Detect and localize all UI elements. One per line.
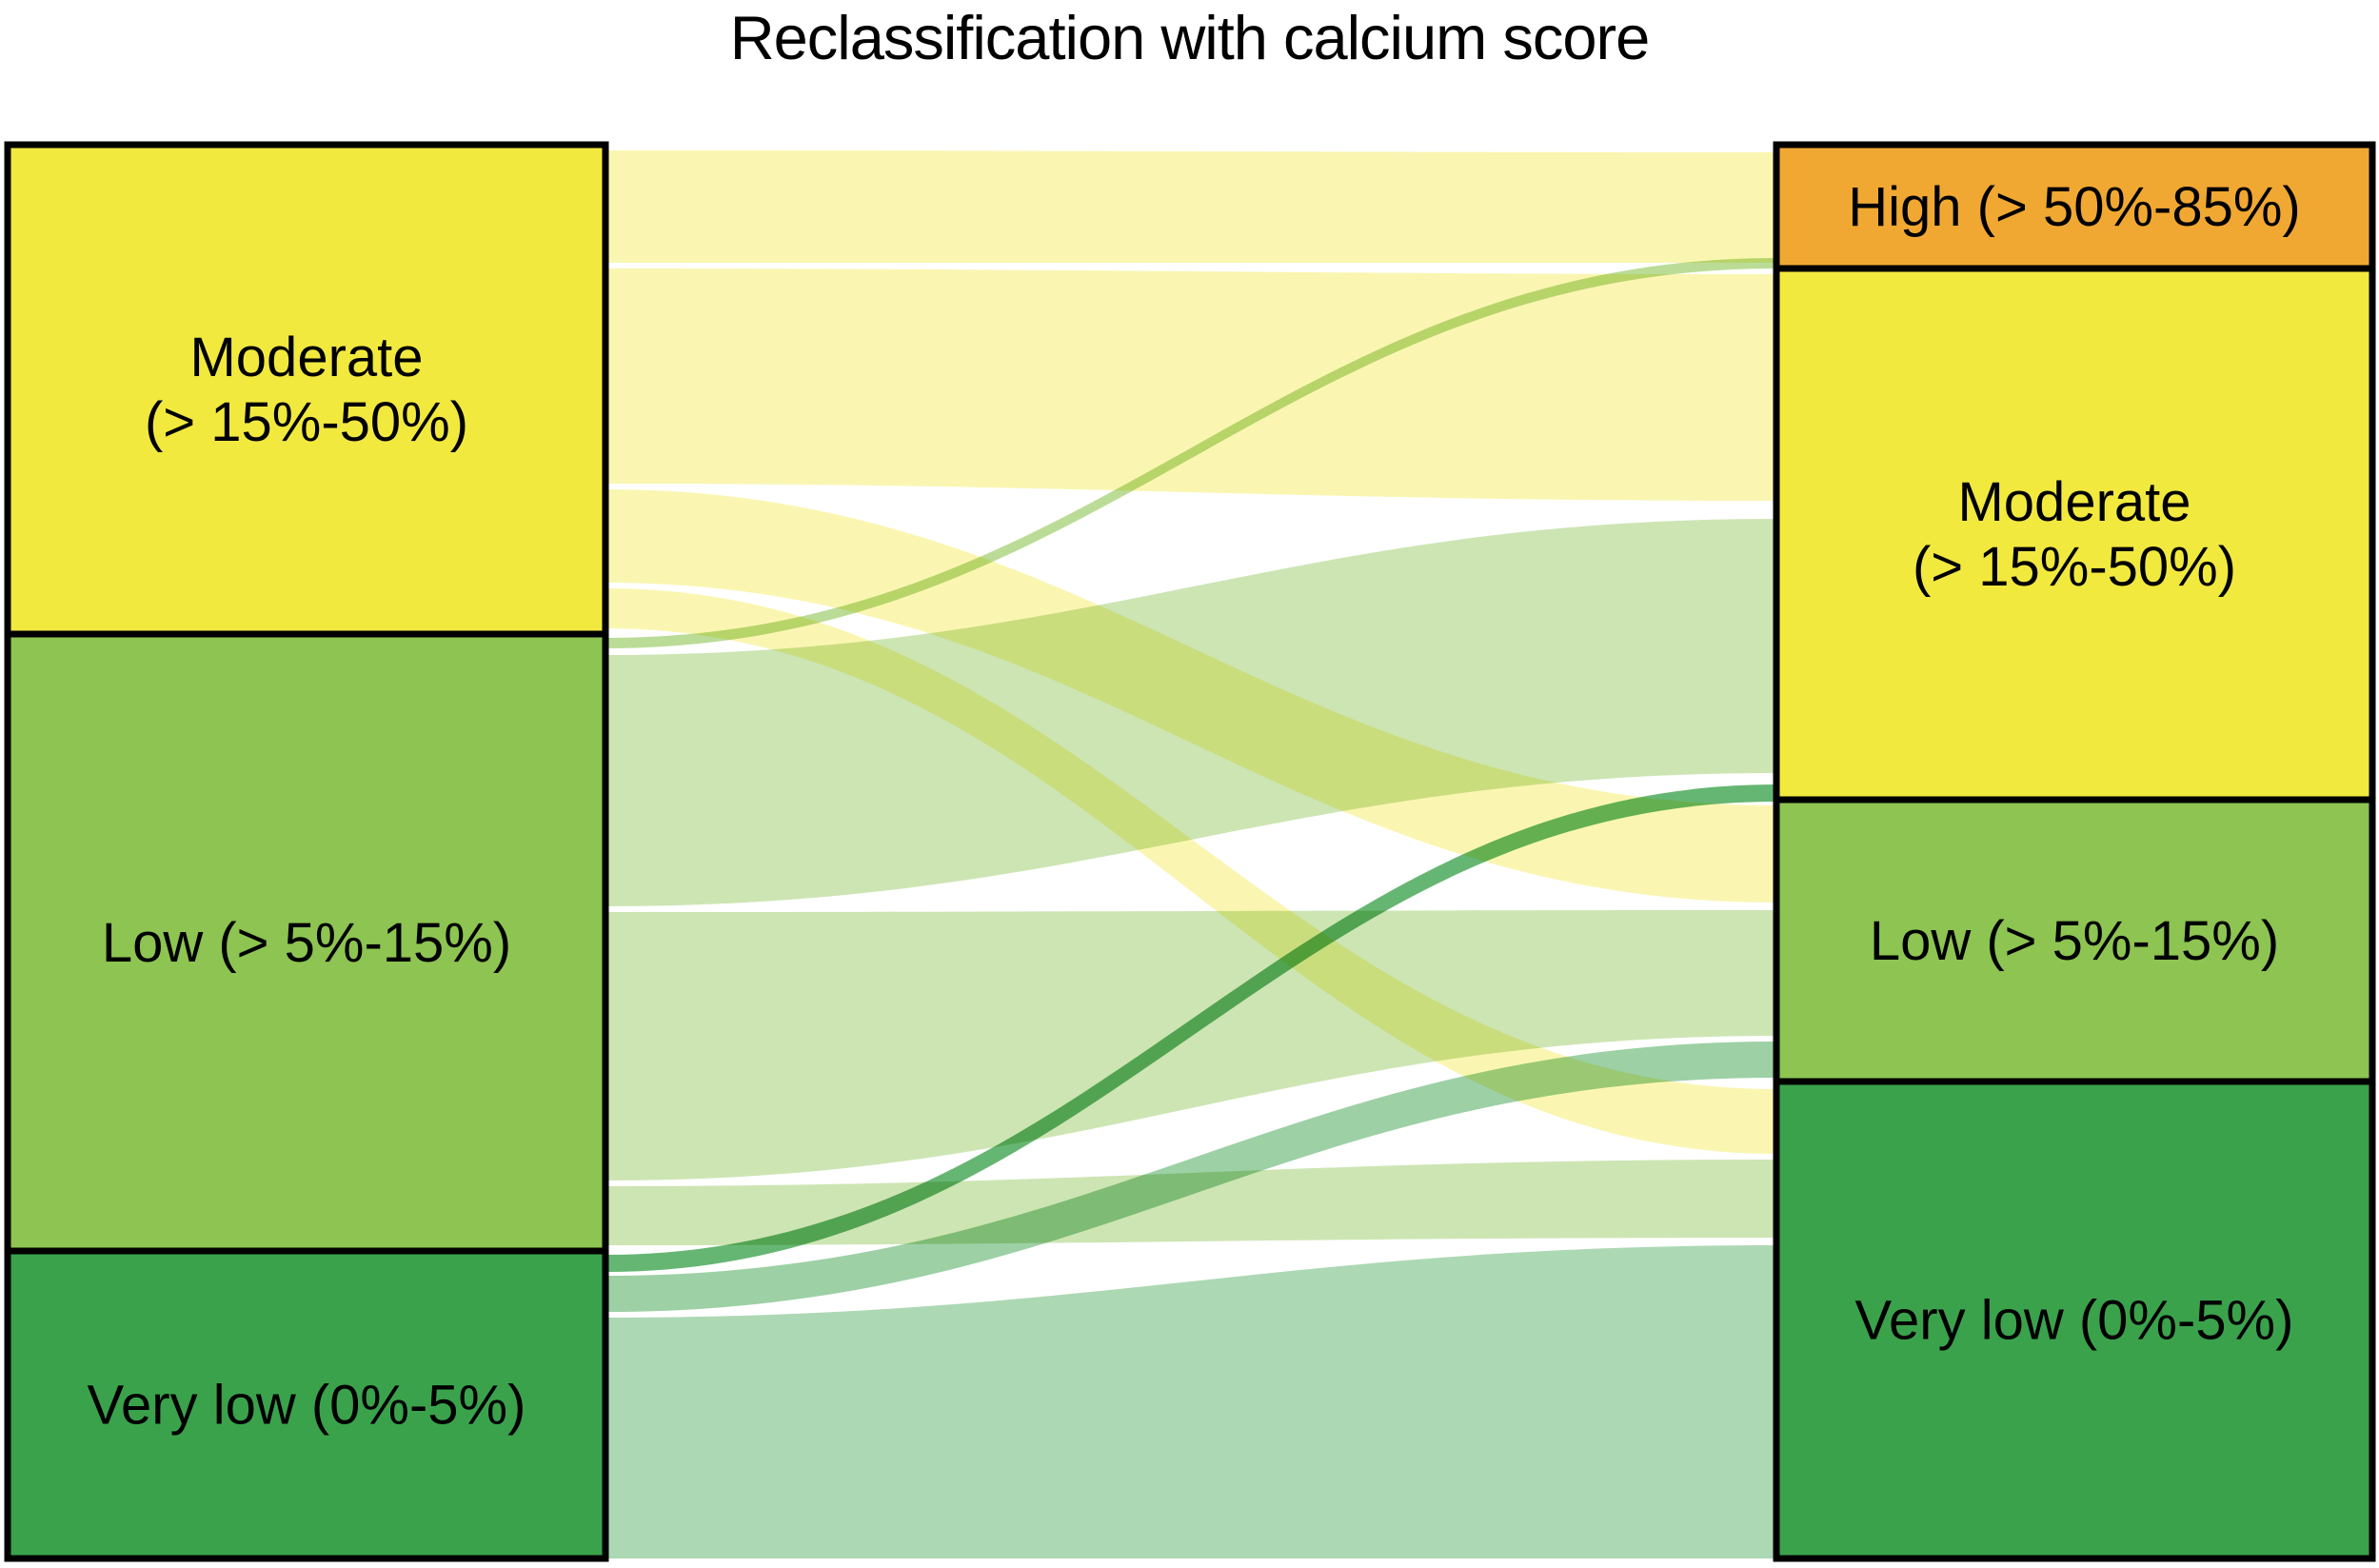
node-right-very-low <box>1773 1078 2376 1562</box>
node-right-moderate <box>1773 265 2376 804</box>
flow-moderate-to-high <box>605 150 1776 263</box>
node-label-left-moderate: Moderate <box>189 327 423 388</box>
flow-very-low-to-low <box>605 1042 1776 1312</box>
chart-title: Reclassification with calcium score <box>729 3 1651 72</box>
node-label-right-moderate: Moderate <box>1957 471 2191 533</box>
node-left-moderate <box>4 141 609 638</box>
node-label-right-very-low: Very low (0%-5%) <box>1855 1290 2294 1352</box>
node-right-low <box>1773 796 2376 1085</box>
node-label-right-low: Low (> 5%-15%) <box>1870 910 2279 972</box>
flow-low-to-moderate <box>605 519 1776 906</box>
flow-low-to-high <box>605 258 1776 648</box>
node-label-right-moderate: (> 15%-50%) <box>1913 536 2236 598</box>
node-label-left-low: Low (> 5%-15%) <box>102 912 511 974</box>
node-label-left-very-low: Very low (0%-5%) <box>88 1375 526 1437</box>
flow-low-to-very-low <box>605 1160 1776 1245</box>
node-label-right-high: High (> 50%-85%) <box>1848 176 2301 238</box>
flow-very-low-to-very-low <box>605 1245 1776 1558</box>
flow-very-low-to-moderate <box>605 784 1776 1272</box>
node-right-high <box>1773 141 2376 272</box>
flow-moderate-to-very-low <box>605 588 1776 1154</box>
node-left-very-low <box>4 1247 609 1562</box>
node-label-left-moderate: (> 15%-50%) <box>145 391 468 453</box>
flow-low-to-low <box>605 910 1776 1181</box>
flow-moderate-to-moderate <box>605 268 1776 501</box>
